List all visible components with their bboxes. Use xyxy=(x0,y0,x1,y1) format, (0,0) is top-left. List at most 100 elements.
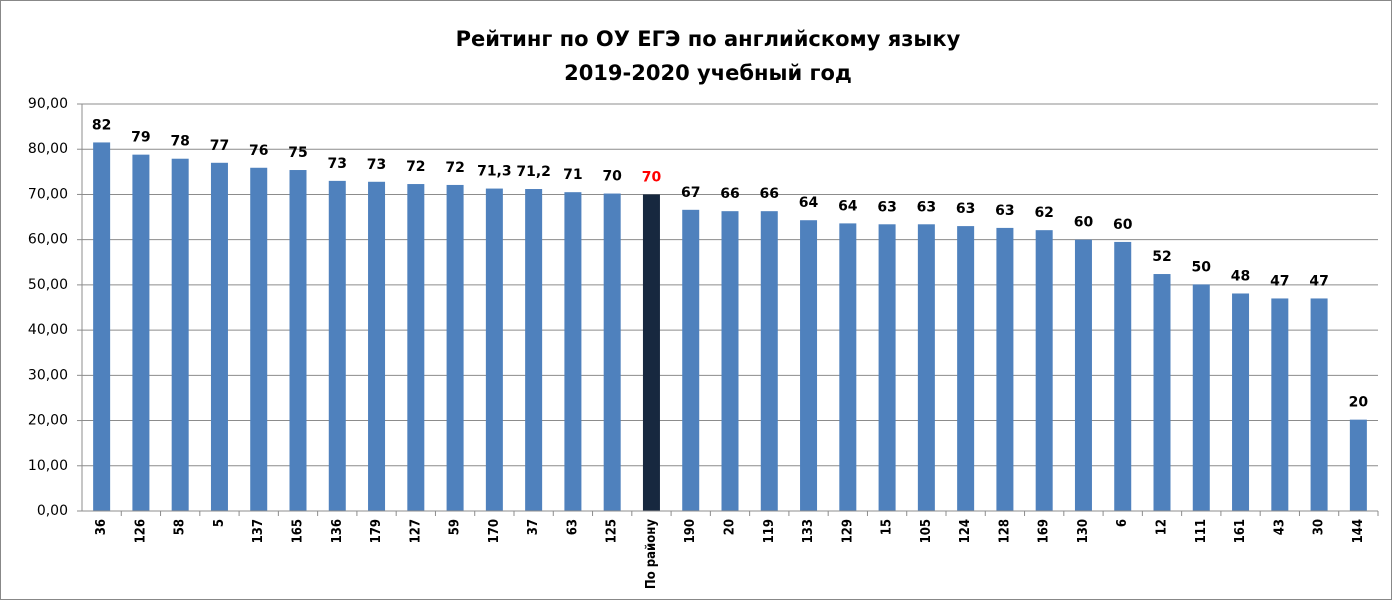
x-tick-label: 170 xyxy=(487,519,502,543)
value-label: 71,2 xyxy=(516,164,551,180)
bar xyxy=(368,181,386,511)
x-tick-label: По району xyxy=(644,519,659,589)
value-label: 71,3 xyxy=(477,164,512,180)
bar xyxy=(1074,239,1092,511)
y-tick-label: 20,00 xyxy=(28,413,68,429)
x-tick-label: 111 xyxy=(1194,519,1209,543)
bar xyxy=(446,184,464,511)
bar xyxy=(760,211,778,511)
value-label: 67 xyxy=(681,185,700,201)
y-tick-label: 60,00 xyxy=(28,232,68,248)
value-label: 79 xyxy=(131,130,150,146)
value-label: 71 xyxy=(563,167,582,183)
value-label: 73 xyxy=(367,157,386,173)
value-label: 70 xyxy=(602,169,622,185)
bar xyxy=(1192,284,1210,511)
value-label: 50 xyxy=(1192,259,1212,275)
bar xyxy=(485,188,503,511)
bar xyxy=(1271,298,1289,511)
bar xyxy=(917,224,935,511)
bar xyxy=(957,226,975,511)
bar xyxy=(839,223,857,512)
x-tick-label: 126 xyxy=(133,519,148,543)
bar xyxy=(289,170,307,511)
value-label: 63 xyxy=(877,199,896,215)
x-tick-label: 127 xyxy=(408,519,423,543)
x-tick-label: 15 xyxy=(880,519,895,535)
x-tick-label: 136 xyxy=(330,519,345,543)
x-tick-label: 36 xyxy=(94,519,109,535)
x-tick-label: 37 xyxy=(526,519,541,535)
value-label: 47 xyxy=(1309,273,1328,289)
bar xyxy=(1153,274,1171,511)
x-tick-label: 137 xyxy=(251,519,266,543)
x-tick-label: 125 xyxy=(605,519,620,543)
x-tick-label: 30 xyxy=(1312,519,1327,535)
value-label: 70 xyxy=(642,169,662,185)
x-tick-label: 59 xyxy=(448,519,463,535)
x-tick-label: 190 xyxy=(683,519,698,543)
y-tick-label: 90,00 xyxy=(28,96,68,112)
value-label: 66 xyxy=(760,186,779,202)
bar xyxy=(250,167,268,511)
x-tick-label: 63 xyxy=(565,519,580,535)
x-tick-label: 129 xyxy=(840,519,855,543)
value-label: 72 xyxy=(445,160,464,176)
bar xyxy=(996,227,1014,512)
bar xyxy=(93,142,111,511)
bar xyxy=(1114,241,1132,511)
y-tick-label: 30,00 xyxy=(28,367,68,383)
value-label: 63 xyxy=(917,199,936,215)
value-label: 52 xyxy=(1152,249,1171,265)
value-label: 77 xyxy=(210,138,229,154)
x-tick-label: 133 xyxy=(801,519,816,543)
bar xyxy=(1232,293,1250,511)
x-tick-label: 43 xyxy=(1272,519,1287,535)
bar xyxy=(407,184,425,511)
y-tick-label: 40,00 xyxy=(28,322,68,338)
bar xyxy=(878,224,896,511)
bar xyxy=(603,193,621,512)
x-tick-label: 165 xyxy=(291,519,306,543)
bar xyxy=(1349,419,1367,511)
x-tick-label: 119 xyxy=(762,519,777,543)
x-tick-label: 128 xyxy=(997,519,1012,543)
value-label: 66 xyxy=(720,186,739,202)
bar xyxy=(564,192,582,511)
bar xyxy=(171,158,189,512)
value-label: 60 xyxy=(1113,217,1133,233)
value-label: 82 xyxy=(92,117,111,133)
bar xyxy=(328,180,346,511)
x-tick-label: 130 xyxy=(1076,519,1091,543)
x-tick-label: 20 xyxy=(723,519,738,535)
bar xyxy=(1310,298,1328,511)
value-label: 63 xyxy=(956,201,975,217)
value-label: 76 xyxy=(249,143,268,159)
y-tick-label: 50,00 xyxy=(28,277,68,293)
y-tick-label: 10,00 xyxy=(28,458,68,474)
bar xyxy=(210,162,228,512)
x-tick-label: 12 xyxy=(1155,519,1170,535)
y-tick-label: 70,00 xyxy=(28,186,68,202)
bar xyxy=(132,154,150,511)
x-tick-label: 5 xyxy=(212,519,227,527)
x-tick-label: 179 xyxy=(369,519,384,543)
x-tick-label: 124 xyxy=(958,519,973,543)
x-tick-label: 58 xyxy=(173,519,188,535)
chart-subtitle: 2019-2020 учебный год xyxy=(564,61,852,85)
x-tick-label: 169 xyxy=(1037,519,1052,543)
bar xyxy=(721,211,739,511)
bar xyxy=(525,189,543,512)
value-label: 20 xyxy=(1349,395,1369,411)
x-tick-label: 161 xyxy=(1233,519,1248,543)
y-tick-label: 80,00 xyxy=(28,141,68,157)
value-label: 75 xyxy=(288,145,307,161)
value-label: 78 xyxy=(170,134,189,150)
value-label: 63 xyxy=(995,203,1014,219)
value-label: 64 xyxy=(799,195,819,211)
value-label: 62 xyxy=(1034,205,1053,221)
chart-title: Рейтинг по ОУ ЕГЭ по английскому языку xyxy=(456,27,961,51)
bar xyxy=(800,220,818,511)
value-label: 47 xyxy=(1270,273,1289,289)
